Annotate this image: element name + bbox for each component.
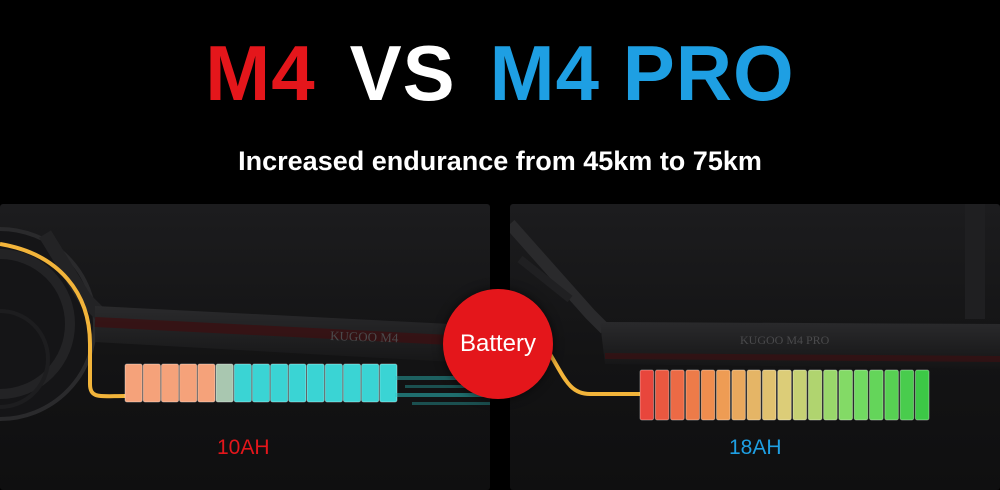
battery-cell <box>685 369 700 421</box>
battery-cell <box>838 369 853 421</box>
deck-logo: KUGOO M4 <box>330 328 399 345</box>
title-vs: VS <box>349 29 456 117</box>
battery-cell <box>823 369 838 421</box>
deck-logo: KUGOO M4 PRO <box>740 333 830 347</box>
rear-post <box>965 204 985 319</box>
battery-cell <box>288 363 307 403</box>
battery-cell <box>899 369 915 421</box>
battery-cell <box>654 369 670 421</box>
m4-battery-panel: KUGOO M4 10AH <box>0 204 490 490</box>
energy-streaks <box>395 376 490 405</box>
front-wheel-icon <box>0 227 97 421</box>
battery-badge: Battery <box>443 289 553 399</box>
battery-cell <box>124 363 143 403</box>
m4-scooter-illustration: KUGOO M4 <box>0 227 490 421</box>
battery-cell <box>142 363 161 403</box>
battery-cell <box>160 363 180 403</box>
battery-cell <box>197 363 216 403</box>
battery-badge-label: Battery <box>459 330 537 357</box>
battery-cell <box>179 363 198 403</box>
power-wire <box>0 242 126 399</box>
battery-cell <box>700 369 716 421</box>
battery-cell <box>914 369 930 421</box>
battery-cell <box>270 363 289 403</box>
battery-cell <box>869 369 884 421</box>
battery-cell <box>670 369 685 421</box>
battery-cell <box>324 363 343 403</box>
battery-cell <box>342 363 362 403</box>
battery-cell <box>306 363 325 403</box>
battery-cell <box>251 363 271 403</box>
m4-capacity-label: 10AH <box>217 436 270 459</box>
battery-cell <box>233 363 252 403</box>
page-title: M4 VS M4 PRO <box>0 28 1000 118</box>
battery-cell <box>792 369 808 421</box>
title-m4: M4 <box>205 29 316 117</box>
battery-cell <box>639 369 655 421</box>
battery-cell <box>361 363 380 403</box>
battery-cell <box>215 363 234 403</box>
m4-battery-pack <box>124 363 398 403</box>
m4-pro-capacity-label: 18AH <box>729 436 782 459</box>
subtitle: Increased endurance from 45km to 75km <box>238 146 762 176</box>
battery-cell <box>884 369 899 421</box>
battery-cell <box>731 369 746 421</box>
battery-cell <box>716 369 731 421</box>
battery-cell <box>777 369 792 421</box>
title-m4-pro: M4 PRO <box>489 29 795 117</box>
battery-cell <box>379 363 398 403</box>
m4-pro-battery-pack <box>639 369 930 421</box>
m4-pro-battery-panel: KUGOO M4 PRO 18AH <box>510 204 1000 490</box>
battery-cell <box>853 369 869 421</box>
battery-cell <box>746 369 762 421</box>
m4-pro-scooter-illustration: KUGOO M4 PRO <box>510 204 1000 421</box>
battery-cell <box>761 369 777 421</box>
power-wire <box>548 352 640 396</box>
battery-cell <box>807 369 823 421</box>
